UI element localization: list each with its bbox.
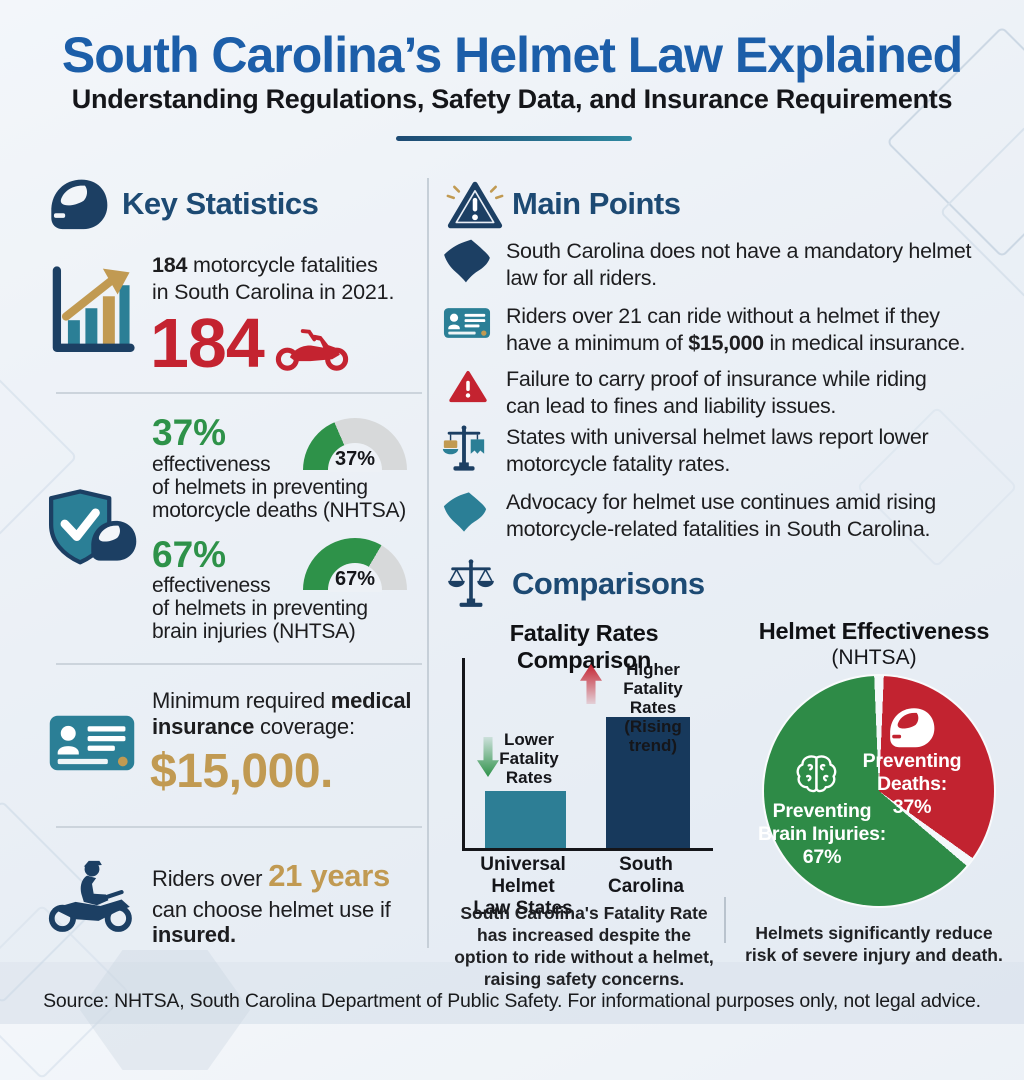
page-subtitle: Understanding Regulations, Safety Data, … [71, 84, 953, 114]
arrow-up-icon [580, 658, 602, 710]
gauge-67-label: 67% [334, 568, 376, 590]
pie-deaths-label: Preventing Deaths: 37% [862, 750, 962, 818]
bar-category-label: Universal Helmet Law States [473, 854, 573, 919]
balance-scales-icon [444, 556, 498, 612]
effectiveness-37-text: effectiveness of helmets in preventing m… [152, 453, 406, 522]
bar-chart-icon [44, 264, 136, 358]
insurance-amount: $15,000. [150, 745, 333, 798]
motorcycle-icon [272, 322, 352, 374]
higher-fatality-annotation: Higher Fatality Rates (Rising trend) [623, 660, 683, 755]
main-point-item: South Carolina does not have a mandatory… [506, 239, 972, 290]
helmet-effectiveness-pie-chart [764, 676, 994, 906]
id-card-icon [48, 712, 136, 774]
lower-fatality-annotation: Lower Fatality Rates [499, 730, 559, 787]
id-card-icon [443, 303, 491, 343]
source-footer: Source: NHTSA, South Carolina Department… [43, 990, 981, 1012]
pie-chart-caption: Helmets significantly reduce risk of sev… [745, 923, 1003, 965]
fatality-bar-chart: Lower Fatality Rates Higher Fatality Rat… [462, 658, 713, 851]
shield-check-helmet-icon [46, 484, 140, 574]
bar-category-label: South Carolina [607, 854, 685, 897]
page-title: South Carolina’s Helmet Law Explained [61, 27, 963, 83]
fatalities-text: 184 motorcycle fatalities in South Carol… [152, 253, 395, 304]
pie-chart-subtitle: (NHTSA) [831, 646, 917, 669]
main-point-item: Riders over 21 can ride without a helmet… [506, 304, 966, 355]
title-underline [396, 136, 632, 141]
main-points-heading: Main Points [512, 186, 681, 221]
helmet-icon [46, 177, 112, 235]
gauge-37: 37% [303, 418, 407, 472]
helmet-icon [886, 706, 938, 752]
effectiveness-67-percent: 67% [152, 534, 227, 575]
effectiveness-37-percent: 37% [152, 412, 227, 453]
main-point-item: States with universal helmet laws report… [506, 425, 929, 476]
gauge-67: 67% [303, 538, 407, 592]
fatalities-big-number: 184 [150, 304, 265, 382]
scales-icon [440, 423, 488, 475]
bar-universal-helmet-states [485, 791, 566, 848]
footer-band [0, 962, 1024, 1024]
key-statistics-heading: Key Statistics [122, 186, 319, 221]
effectiveness-67-text: effectiveness of helmets in preventing b… [152, 574, 368, 643]
alert-triangle-outline-icon [444, 176, 506, 234]
pie-chart-title: Helmet Effectiveness [758, 618, 990, 644]
divider [56, 392, 422, 394]
brain-icon [793, 753, 843, 795]
main-point-item: Advocacy for helmet use continues amid r… [506, 490, 936, 541]
divider [56, 663, 422, 665]
motorcycle-rider-icon [46, 853, 138, 941]
caption-divider [724, 897, 726, 943]
arrow-down-icon [477, 728, 499, 786]
pie-brain-injuries-label: Preventing Brain Injuries: 67% [757, 800, 887, 868]
bar-south-carolina [606, 716, 690, 848]
bar-chart-title: Fatality Rates Comparison [509, 620, 659, 673]
south-carolina-state-icon [441, 489, 489, 535]
column-divider [427, 178, 429, 948]
gauge-37-label: 37% [334, 448, 376, 470]
main-point-item: Failure to carry proof of insurance whil… [506, 367, 927, 418]
insurance-text: Minimum required medical insurance cover… [152, 688, 412, 739]
riders-text: Riders over 21 years can choose helmet u… [152, 858, 391, 947]
divider [56, 826, 422, 828]
alert-triangle-icon [448, 366, 488, 408]
bar-chart-caption: South Carolina's Fatality Rate has incre… [454, 903, 714, 989]
south-carolina-state-icon [441, 237, 493, 285]
comparisons-heading: Comparisons [512, 566, 705, 601]
